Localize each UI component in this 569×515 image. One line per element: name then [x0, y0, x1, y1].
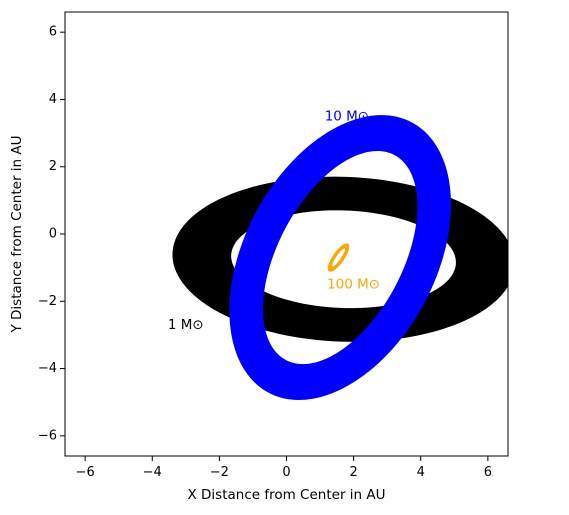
- orbit-ring-10-msun: [229, 115, 451, 400]
- y-tick-label: 4: [49, 92, 57, 107]
- x-tick-label: −6: [76, 465, 95, 480]
- orbit-ring-100-msun: [327, 243, 350, 272]
- x-tick-label: 2: [349, 465, 357, 480]
- x-tick-label: 4: [417, 465, 425, 480]
- y-tick-label: −6: [38, 428, 57, 443]
- y-tick-label: 2: [49, 159, 57, 174]
- y-tick-label: 6: [49, 25, 57, 40]
- plot-layer: 1 M⊙ 10 M⊙ 100 M⊙: [168, 108, 508, 400]
- axes-layer: −6 −4 −2 0 2 4 6 −6 −4 −2 0 2 4 6: [38, 11, 509, 480]
- x-tick-label: 0: [282, 465, 290, 480]
- orbit-label-1-msun: 1 M⊙: [168, 317, 204, 333]
- y-tick-label: −2: [38, 294, 57, 309]
- y-tick-label: 0: [49, 227, 57, 242]
- orbit-label-10-msun: 10 M⊙: [325, 108, 369, 124]
- orbit-label-100-msun: 100 M⊙: [327, 276, 380, 292]
- y-axis-label: Y Distance from Center in AU: [9, 135, 25, 333]
- x-tick-label: 6: [484, 465, 492, 480]
- y-tick-label: −4: [38, 361, 57, 376]
- orbit-rings: [172, 115, 508, 400]
- x-tick-label: −2: [210, 465, 229, 480]
- x-tick-label: −4: [143, 465, 162, 480]
- x-axis-label: X Distance from Center in AU: [187, 487, 385, 503]
